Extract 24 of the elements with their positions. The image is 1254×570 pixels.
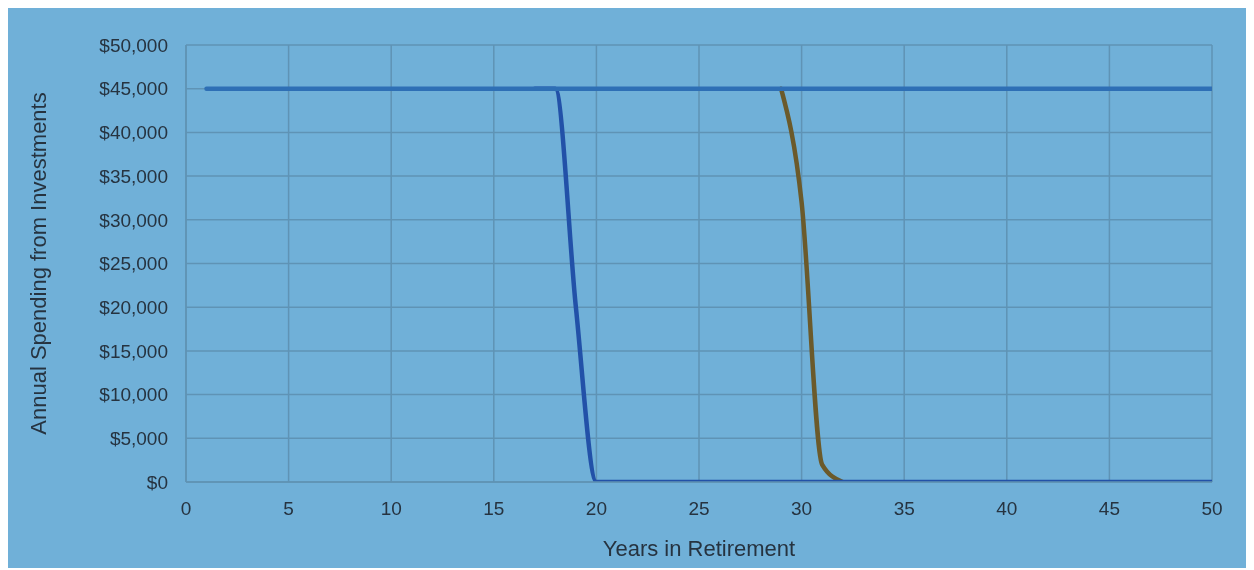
x-tick-label: 45 <box>1098 498 1120 520</box>
y-axis-title: Annual Spending from Investments <box>25 92 51 435</box>
x-tick-label: 40 <box>996 498 1018 520</box>
x-tick-label: 30 <box>791 498 813 520</box>
y-tick-label: $35,000 <box>99 165 168 187</box>
y-tick-label: $5,000 <box>109 428 168 450</box>
y-tick-label: $0 <box>146 471 168 493</box>
x-tick-label: 35 <box>893 498 915 520</box>
y-tick-label: $10,000 <box>99 384 168 406</box>
y-tick-label: $25,000 <box>99 253 168 275</box>
x-tick-label: 15 <box>483 498 505 520</box>
y-tick-label: $20,000 <box>99 296 168 318</box>
x-tick-label: 5 <box>283 498 294 520</box>
y-tick-label: $40,000 <box>99 122 168 144</box>
x-axis-title: Years in Retirement <box>602 536 796 561</box>
x-tick-label: 10 <box>380 498 402 520</box>
x-tick-label: 25 <box>688 498 710 520</box>
x-tick-label: 0 <box>180 498 192 520</box>
y-tick-label: $30,000 <box>99 209 168 231</box>
y-tick-label: $45,000 <box>99 78 168 100</box>
y-tick-label: $50,000 <box>99 34 168 56</box>
x-tick-label: 20 <box>585 498 607 520</box>
x-tick-label: 50 <box>1201 498 1223 520</box>
y-tick-label: $15,000 <box>99 340 168 362</box>
